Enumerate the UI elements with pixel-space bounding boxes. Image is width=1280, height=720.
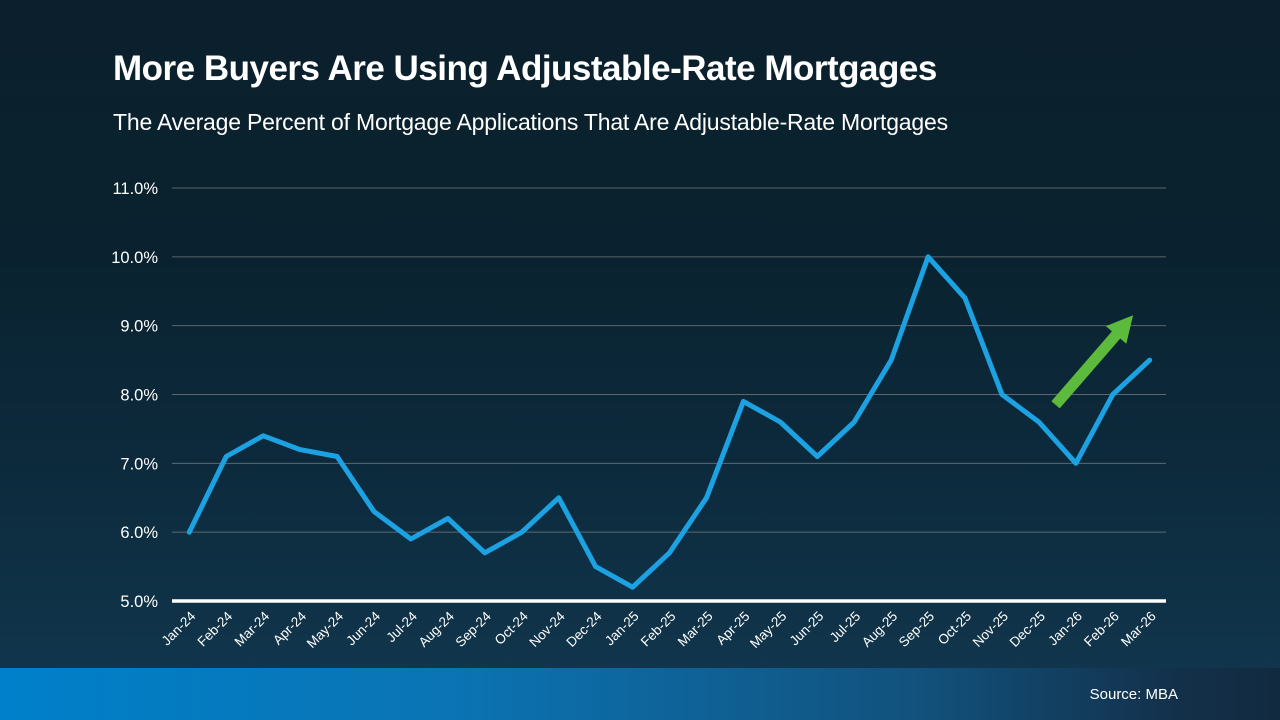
x-axis-label: Nov-24: [526, 608, 568, 650]
x-axis-label: Jan-25: [602, 609, 642, 649]
x-axis-label: Mar-25: [675, 609, 716, 650]
source-label: Source: MBA: [1089, 685, 1178, 703]
x-axis-label: Feb-25: [638, 609, 679, 650]
x-axis-label: Jan-24: [159, 608, 199, 648]
x-axis-label: Dec-25: [1007, 609, 1048, 650]
x-axis-label: Mar-24: [231, 608, 272, 649]
y-axis-label: 6.0%: [120, 524, 158, 542]
x-axis-label: Apr-24: [270, 608, 310, 648]
x-axis-label: Jun-25: [787, 609, 827, 649]
data-line: [186, 254, 1153, 590]
y-axis-label: 10.0%: [111, 249, 158, 267]
x-axis-label: Jul-25: [827, 609, 864, 646]
x-axis-label: Sep-25: [896, 609, 937, 650]
chart-subtitle: The Average Percent of Mortgage Applicat…: [113, 108, 948, 135]
trend-arrow-head: [1105, 315, 1134, 344]
x-axis-label: Oct-24: [492, 608, 532, 648]
x-axis-label: Aug-24: [416, 608, 458, 650]
x-axis-label: May-24: [304, 608, 347, 651]
x-axis-label: May-25: [747, 609, 789, 651]
y-axis-label: 5.0%: [120, 593, 158, 611]
x-axis-label: Jun-24: [343, 608, 383, 648]
footer-bar: Source: MBA: [0, 668, 1280, 720]
chart-title: More Buyers Are Using Adjustable-Rate Mo…: [113, 49, 937, 88]
y-axis-label: 8.0%: [120, 387, 158, 405]
x-axis-label: Mar-26: [1118, 609, 1159, 650]
x-axis-label: Oct-25: [935, 609, 974, 648]
x-axis-label: Dec-24: [563, 608, 605, 650]
x-axis-label: Jan-26: [1045, 609, 1085, 649]
x-axis-label: Feb-26: [1081, 609, 1122, 650]
y-axis-label: 9.0%: [120, 318, 158, 336]
x-axis-label: Feb-24: [194, 608, 235, 649]
trend-arrow-shaft: [1051, 327, 1124, 409]
x-axis-label: Aug-25: [859, 609, 900, 650]
y-axis-label: 7.0%: [120, 455, 158, 473]
chart-header: More Buyers Are Using Adjustable-Rate Mo…: [113, 49, 948, 136]
x-axis-label: Apr-25: [713, 609, 752, 648]
x-axis-label: Sep-24: [453, 608, 495, 650]
y-axis-label: 11.0%: [112, 180, 158, 198]
x-axis-label: Nov-25: [970, 609, 1011, 650]
